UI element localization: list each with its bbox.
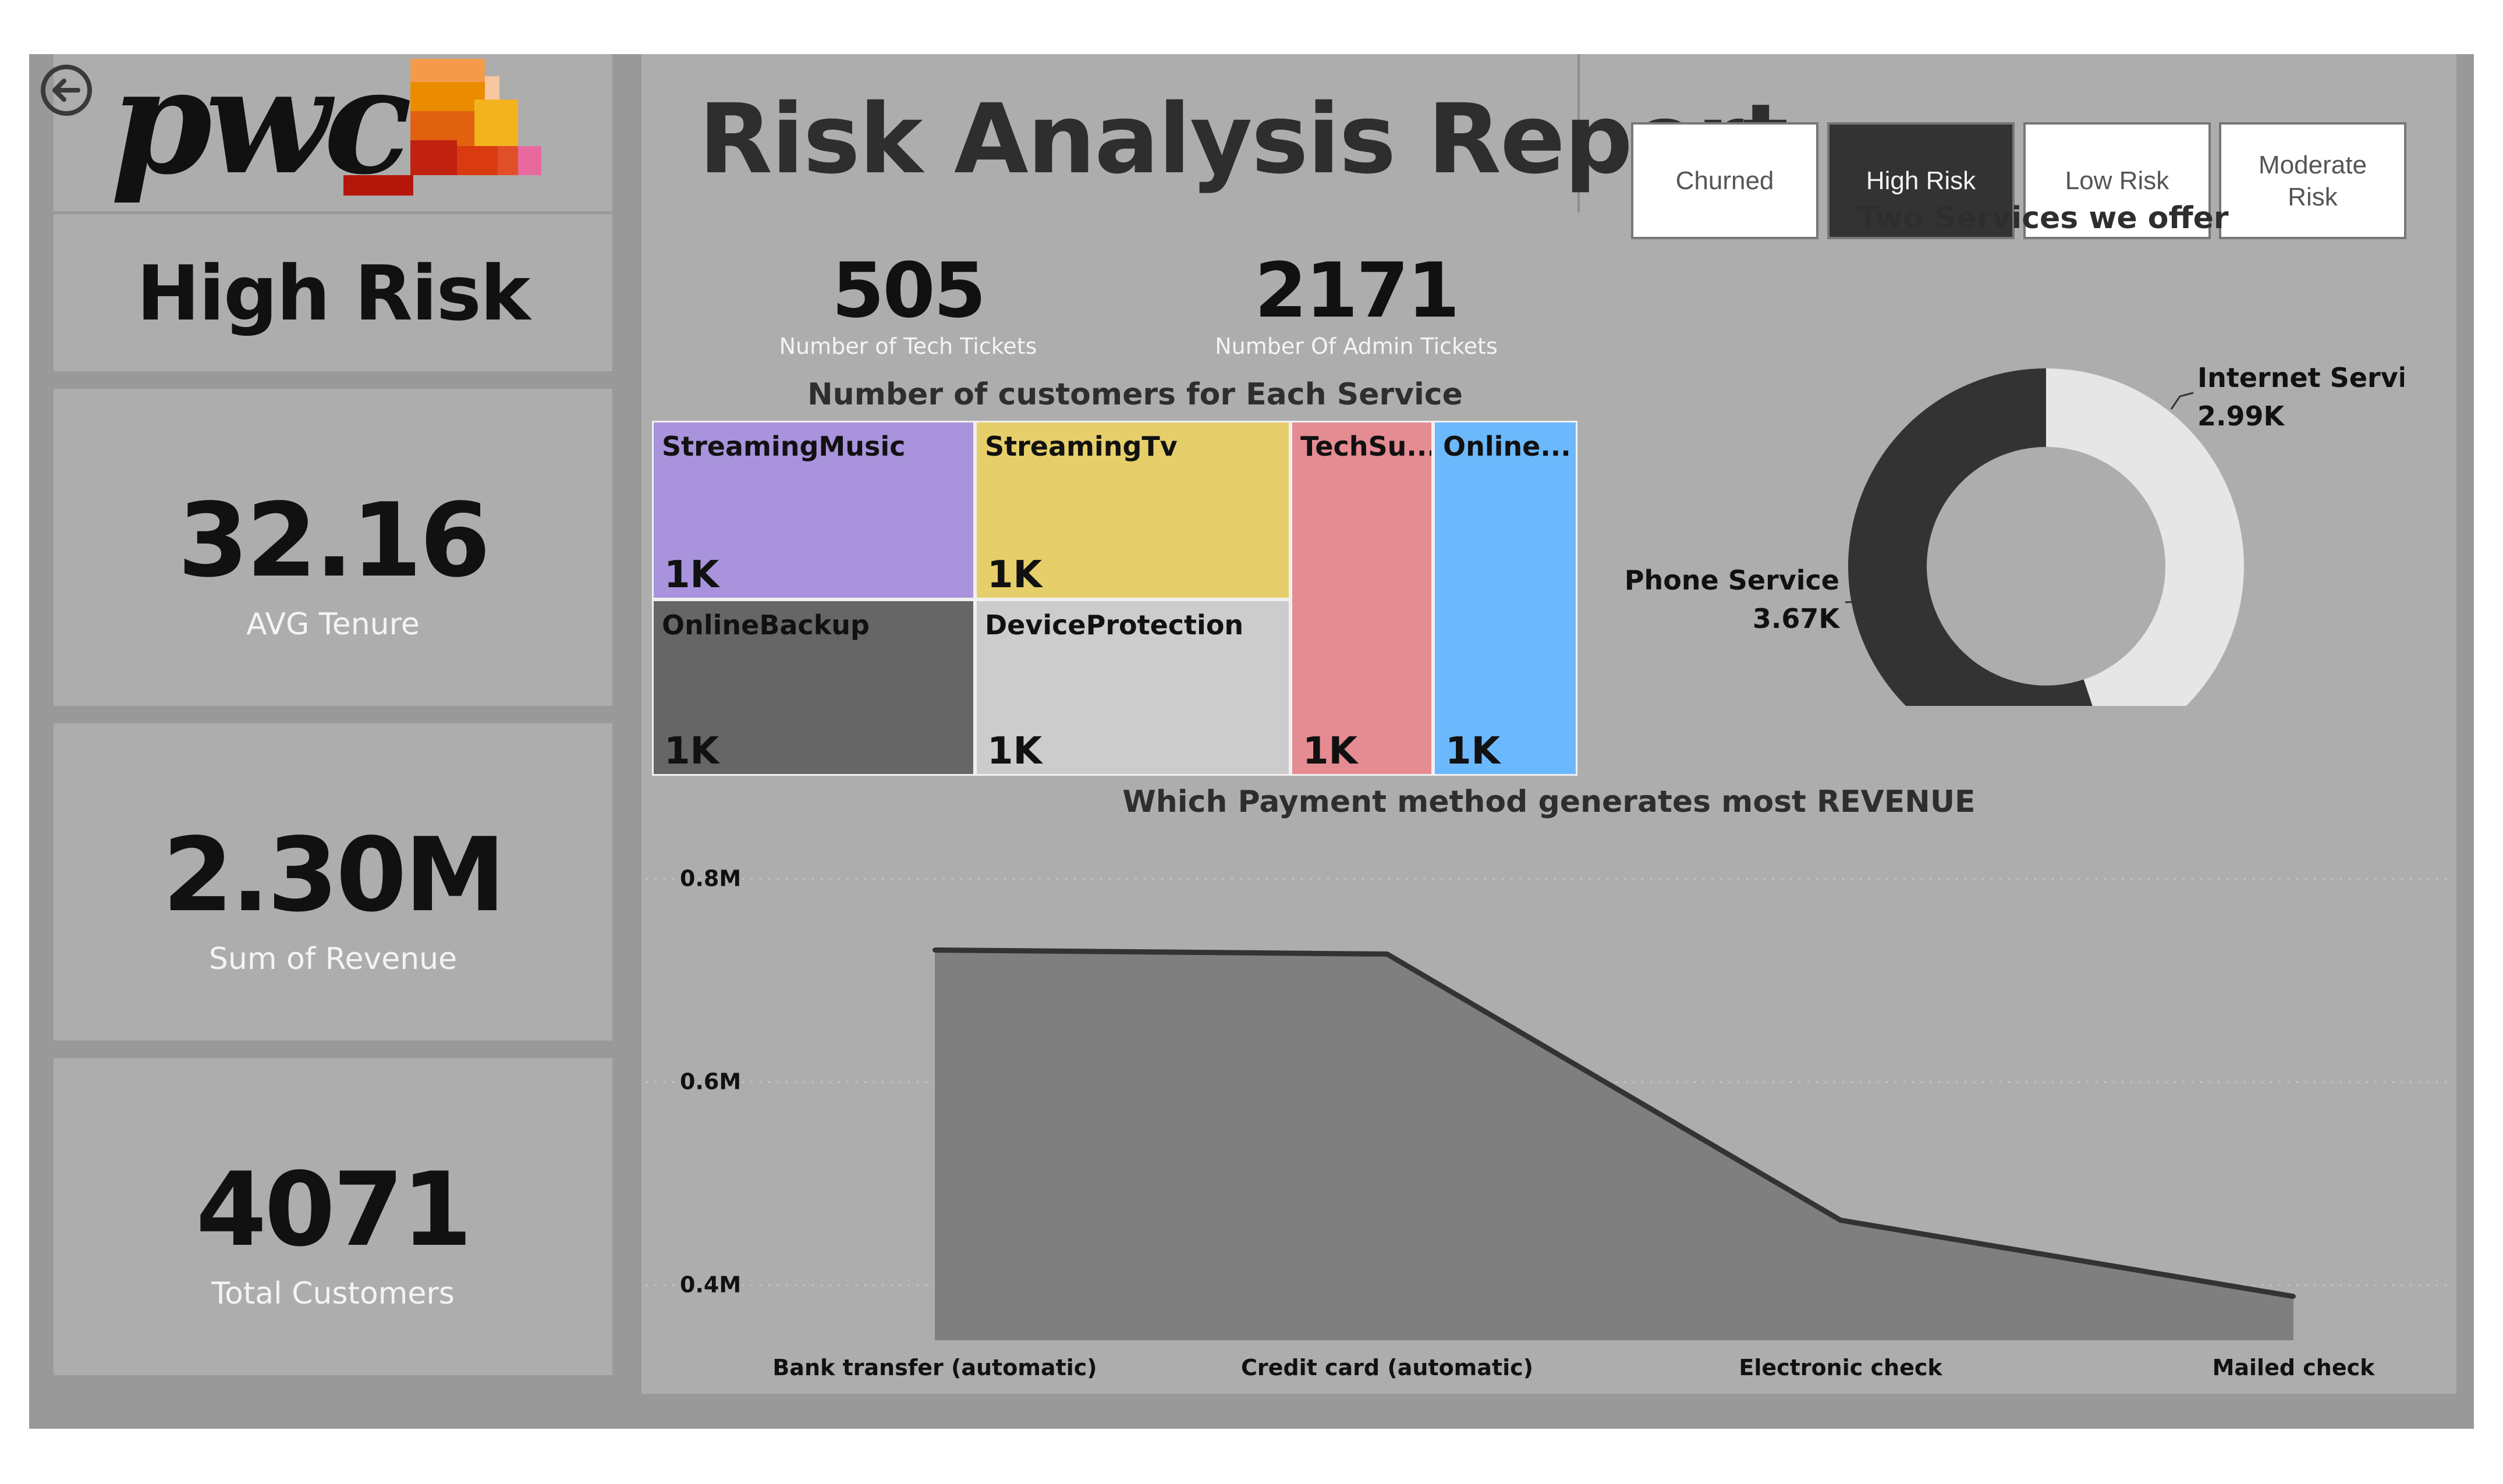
logo-tile [54,54,612,211]
back-arrow-icon[interactable] [40,63,93,117]
treemap-value: 1K [1303,730,1358,773]
y-tick-label: 0.8M [680,865,741,891]
area-chart: 0.4M 0.6M 0.8M Bank transfer (automatic) Cr… [646,865,2451,1380]
revenue-card: 2.30M Sum of Revenue [54,723,612,1041]
customers-label: Total Customers [211,1276,455,1311]
x-tick-label: Credit card (automatic) [1241,1355,1533,1380]
treemap-cell-techsupport[interactable]: TechSu... 1K [1291,421,1433,776]
admin-tickets-label: Number Of Admin Tickets [1215,333,1498,359]
x-tick-label: Bank transfer (automatic) [772,1355,1097,1380]
treemap-cell-deviceprotection[interactable]: DeviceProtection 1K [975,599,1291,776]
admin-tickets-card: 2171 Number Of Admin Tickets [1193,246,1519,363]
area-chart-title: Which Payment method generates most REVE… [1122,784,1976,819]
treemap-cell-onlinesecurity[interactable]: Online... 1K [1433,421,1577,776]
treemap-value: 1K [987,553,1043,597]
y-tick-label: 0.4M [680,1272,741,1297]
donut-label-phone: Phone Service [1625,565,1839,596]
tech-tickets-label: Number of Tech Tickets [779,333,1037,359]
treemap-value: 1K [987,730,1043,773]
treemap-cell-streamingmusic[interactable]: StreamingMusic 1K [652,421,975,599]
area-point-0[interactable] [933,947,937,953]
avg-tenure-value: 32.16 [178,482,491,600]
area-point-3[interactable] [2291,1294,2296,1299]
donut-chart: Internet Service 2.99K Phone Service 3.6… [1625,362,2404,706]
area-point-2[interactable] [1838,1217,1843,1223]
x-tick-label: Electronic check [1739,1355,1942,1380]
donut-chart-title: Two Services we offer [1857,201,2229,236]
treemap-value: 1K [664,553,719,597]
treemap-label: TechSu... [1300,431,1433,462]
treemap-label: DeviceProtection [985,609,1244,641]
treemap-label: StreamingTv [985,431,1178,462]
donut-slice-phone-service[interactable] [1848,368,2108,706]
slicer-moderate-risk-button[interactable]: Moderate Risk [2219,122,2406,239]
segment-card: High Risk [54,214,612,371]
revenue-value: 2.30M [162,816,506,935]
treemap-label: Online... [1443,431,1571,462]
slicer-churned-button[interactable]: Churned [1631,122,1818,239]
donut-slice-internet-service[interactable] [2046,368,2244,706]
revenue-label: Sum of Revenue [208,942,458,977]
treemap-cell-onlinebackup[interactable]: OnlineBackup 1K [652,599,975,776]
treemap-value: 1K [664,730,719,773]
treemap-cell-streamingtv[interactable]: StreamingTv 1K [975,421,1291,599]
slicer-low-risk-button[interactable]: Low Risk [2023,122,2211,239]
donut-label-internet: Internet Service [2197,362,2404,393]
donut-value-phone: 3.67K [1753,603,1841,634]
treemap-value: 1K [1445,730,1501,773]
avg-tenure-card: 32.16 AVG Tenure [54,389,612,706]
page-title: Risk Analysis Report [699,83,1789,195]
x-tick-label: Mailed check [2213,1355,2376,1380]
treemap-label: OnlineBackup [662,609,870,641]
pwc-logo-mark [343,59,541,196]
donut-value-internet: 2.99K [2197,400,2285,432]
donut-leader-phone [1845,600,1868,603]
pwc-logo: pwc [111,35,594,210]
treemap-title: Number of customers for Each Service [807,377,1463,412]
segment-title: High Risk [136,249,531,338]
y-tick-label: 0.6M [680,1068,741,1094]
area-line [934,947,2294,1300]
area-point-1[interactable] [1385,952,1389,957]
customers-card: 4071 Total Customers [54,1058,612,1375]
admin-tickets-value: 2171 [1254,246,1460,335]
slicer-high-risk-button[interactable]: High Risk [1827,122,2015,239]
donut-leader-internet [2170,392,2194,410]
tech-tickets-value: 505 [831,246,986,335]
report-canvas: pwc High Risk 32.16 AVG Tenure 2.30M Sum… [29,35,2474,1429]
title-divider [1577,54,1580,212]
treemap-label: StreamingMusic [662,431,906,462]
avg-tenure-label: AVG Tenure [246,607,420,642]
treemap: StreamingMusic 1K StreamingTv 1K OnlineB… [652,421,1577,776]
area-fill [935,950,2293,1340]
tech-tickets-card: 505 Number of Tech Tickets [745,246,1071,363]
customers-value: 4071 [196,1151,472,1269]
